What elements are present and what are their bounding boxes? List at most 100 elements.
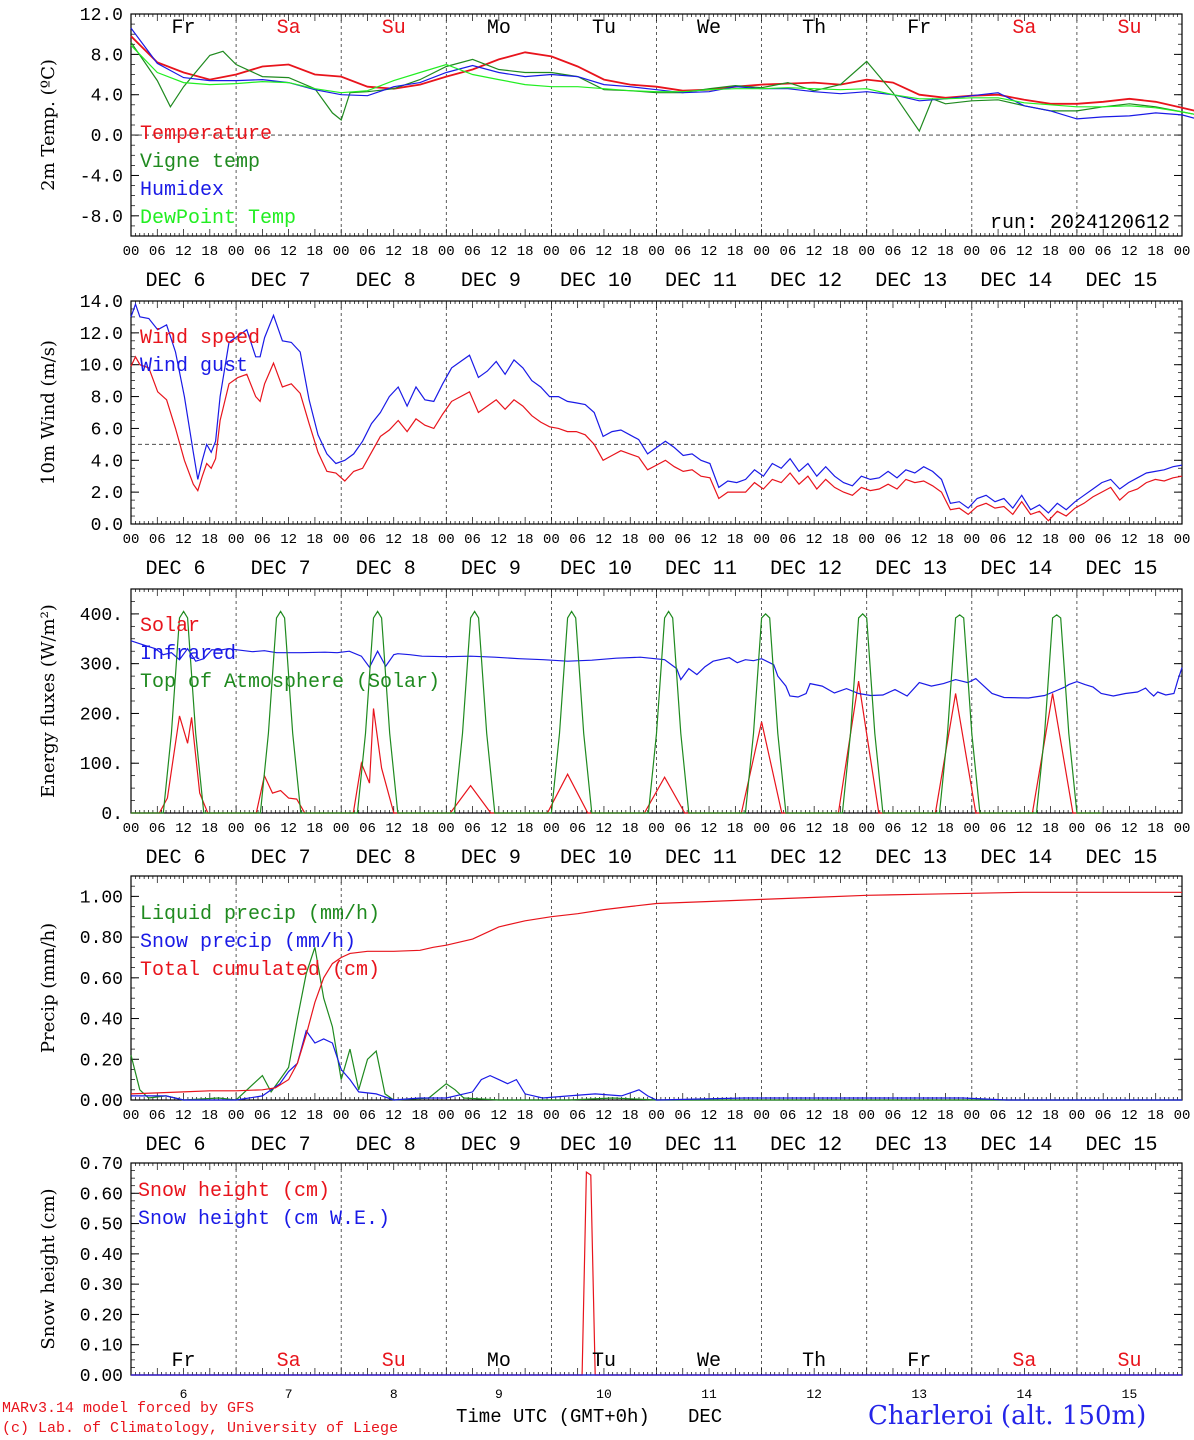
series-line-temperature (130, 35, 1194, 112)
x-date-label: DEC 14 (980, 558, 1052, 581)
x-hour-label: 12 (806, 1108, 823, 1124)
y-tick-label: 14.0 (80, 293, 123, 313)
x-date-label: DEC 6 (146, 847, 206, 870)
x-hour-label: 00 (858, 532, 875, 548)
x-hour-label: 00 (1174, 532, 1191, 548)
x-date-label: DEC 9 (461, 270, 521, 293)
x-hour-label: 06 (674, 1108, 691, 1124)
y-tick-label: 0.00 (80, 1367, 123, 1387)
y-tick-label: 12.0 (80, 6, 123, 26)
y-tick-label: 4.0 (91, 87, 123, 107)
x-hour-label: 12 (175, 244, 192, 260)
legend-entry: Snow height (cm) (138, 1180, 330, 1203)
x-hour-label: 18 (1147, 1108, 1164, 1124)
weekday-label: Su (1117, 17, 1141, 40)
weekday-label: Sa (277, 17, 301, 40)
x-date-label: DEC 13 (875, 270, 947, 293)
x-hour-label: 12 (806, 244, 823, 260)
weekday-label: We (697, 17, 721, 40)
x-date-label: DEC 7 (251, 270, 311, 293)
x-date-label: DEC 14 (980, 270, 1052, 293)
x-hour-label: 12 (175, 1108, 192, 1124)
x-hour-label: 00 (1068, 532, 1085, 548)
x-hour-label: 06 (464, 532, 481, 548)
legend-entry: Vigne temp (140, 151, 260, 174)
x-date-label: DEC 7 (251, 1134, 311, 1157)
x-date-label: DEC 6 (146, 558, 206, 581)
x-date-label: DEC 13 (875, 558, 947, 581)
legend-entry: Top of Atmosphere (Solar) (140, 671, 440, 694)
x-date-label: DEC 8 (356, 558, 416, 581)
y-tick-label: 0.40 (80, 1011, 123, 1031)
x-hour-label: 18 (307, 244, 324, 260)
y-tick-label: -8.0 (80, 208, 123, 228)
x-hour-label: 00 (1174, 821, 1191, 837)
x-hour-label: 00 (858, 1108, 875, 1124)
day-number-label: 7 (285, 1387, 293, 1402)
y-tick-label: 2.0 (91, 484, 123, 504)
legend-entry: Liquid precip (mm/h) (140, 903, 380, 926)
x-hour-label: 06 (990, 821, 1007, 837)
series-line-humidex (130, 27, 1194, 120)
x-hour-label: 06 (254, 1108, 271, 1124)
x-hour-label: 06 (885, 532, 902, 548)
x-date-label: DEC 15 (1085, 847, 1157, 870)
x-hour-label: 12 (385, 532, 402, 548)
x-hour-label: 18 (622, 532, 639, 548)
y-tick-label: 8.0 (91, 389, 123, 409)
y-tick-label: 100. (80, 755, 123, 775)
x-hour-label: 18 (727, 821, 744, 837)
x-hour-label: 06 (359, 821, 376, 837)
x-hour-label: 06 (674, 244, 691, 260)
y-tick-label: 0.50 (80, 1216, 123, 1236)
x-date-label: DEC 10 (560, 847, 632, 870)
legend-entry: Wind speed (140, 327, 260, 350)
x-hour-label: 00 (123, 1108, 140, 1124)
y-tick-label: 8.0 (91, 46, 123, 66)
y-axis-label: Precip (mm/h) (38, 923, 59, 1053)
x-hour-label: 00 (333, 1108, 350, 1124)
x-hour-label: 12 (1121, 532, 1138, 548)
x-hour-label: 18 (517, 821, 534, 837)
x-hour-label: 00 (858, 244, 875, 260)
day-number-label: 11 (701, 1387, 717, 1402)
weekday-label: Th (802, 17, 826, 40)
x-hour-label: 12 (1016, 244, 1033, 260)
x-hour-label: 00 (753, 532, 770, 548)
x-date-label: DEC 9 (461, 1134, 521, 1157)
x-date-label: DEC 10 (560, 270, 632, 293)
x-hour-label: 18 (201, 244, 218, 260)
x-hour-label: 12 (701, 821, 718, 837)
panel-1: 12.0 8.0 4.0 0.0 -4.0 -8.0 2m Temp. (ºC) Temper… (38, 6, 1194, 293)
x-hour-label: 00 (228, 532, 245, 548)
y-tick-label: 0.70 (80, 1155, 123, 1175)
x-hour-label: 18 (937, 244, 954, 260)
x-hour-label: 18 (1042, 532, 1059, 548)
day-number-label: 9 (495, 1387, 503, 1402)
y-tick-label: 0.20 (80, 1306, 123, 1326)
x-hour-label: 00 (963, 532, 980, 548)
x-hour-label: 18 (1042, 244, 1059, 260)
x-hour-label: 18 (517, 532, 534, 548)
x-hour-label: 06 (779, 532, 796, 548)
x-hour-label: 12 (385, 1108, 402, 1124)
x-hour-label: 12 (1016, 532, 1033, 548)
weekday-label: Sa (1012, 1350, 1036, 1373)
x-hour-label: 12 (701, 1108, 718, 1124)
x-hour-label: 06 (254, 244, 271, 260)
weekday-label: Fr (172, 1350, 196, 1373)
x-hour-label: 06 (359, 532, 376, 548)
x-hour-label: 00 (438, 821, 455, 837)
series-line-liquid-precip-mm-h- (130, 947, 1182, 1101)
x-hour-label: 00 (333, 821, 350, 837)
weekday-label: Mo (487, 1350, 511, 1373)
x-hour-label: 12 (911, 244, 928, 260)
x-hour-label: 00 (963, 1108, 980, 1124)
x-hour-label: 12 (701, 244, 718, 260)
series-line-dewpoint-temp (130, 44, 1194, 115)
x-date-label: DEC 6 (146, 270, 206, 293)
y-tick-label: 0.0 (91, 127, 123, 147)
x-date-label: DEC 8 (356, 270, 416, 293)
x-hour-label: 12 (911, 1108, 928, 1124)
x-hour-label: 06 (149, 1108, 166, 1124)
